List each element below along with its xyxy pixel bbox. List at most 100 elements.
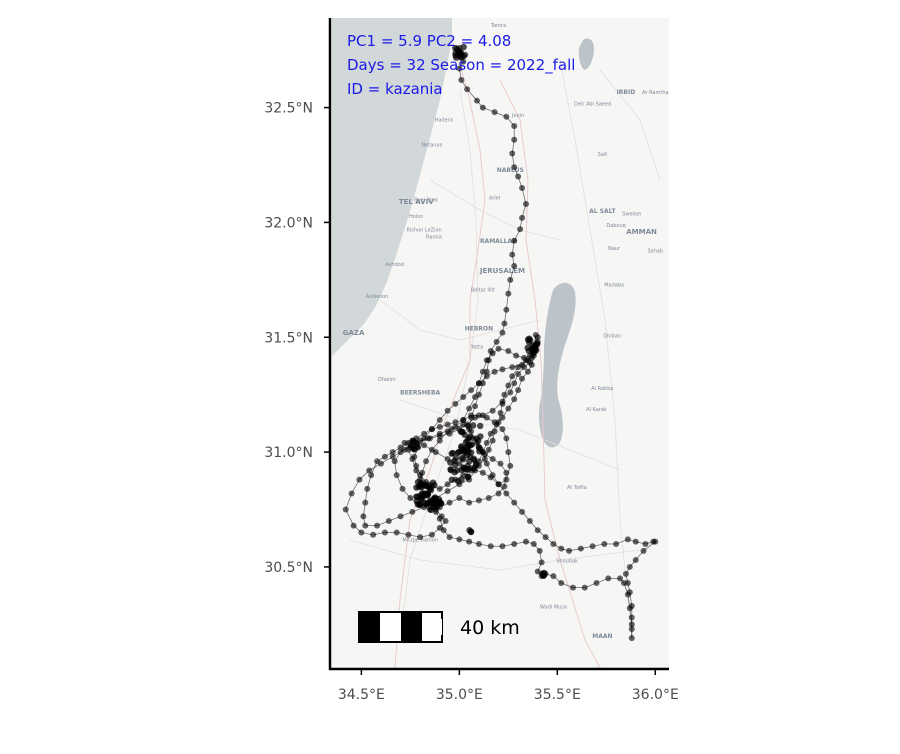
place-label: Mitzpe Ramon xyxy=(402,538,438,544)
x-axis-ticks: 34.5°E 35.0°E 35.5°E 36.0°E xyxy=(338,669,679,703)
scale-bar-segment-4 xyxy=(422,619,442,635)
axes: 30.5°N 31.0°N 31.5°N 32.0°N 32.5°N 34.5°E 35.… xyxy=(264,18,679,703)
track-point xyxy=(503,113,510,120)
track-point xyxy=(436,416,443,423)
track-point xyxy=(632,538,639,545)
track-point xyxy=(364,485,371,492)
place-label: Sahab xyxy=(647,248,663,254)
track-point xyxy=(495,481,502,488)
track-point xyxy=(519,508,526,515)
track-point xyxy=(452,400,459,407)
track-point xyxy=(374,522,381,529)
track-point xyxy=(495,345,502,352)
track-point xyxy=(628,621,635,628)
track-point xyxy=(503,469,510,476)
track-point xyxy=(460,393,467,400)
track-point xyxy=(511,380,518,387)
place-label: Al Karak xyxy=(586,407,607,413)
y-tick-label: 31.0°N xyxy=(264,445,313,461)
track-point-cluster xyxy=(447,466,454,473)
track-point xyxy=(468,387,475,394)
track-point-cluster xyxy=(452,454,460,462)
track-point-cluster xyxy=(533,340,540,348)
track-point xyxy=(624,591,631,598)
track-point xyxy=(499,400,506,407)
track-point xyxy=(466,499,473,506)
x-tick-label: 35.0°E xyxy=(436,687,483,703)
track-point xyxy=(499,329,506,336)
dead-sea xyxy=(538,282,576,448)
track-point xyxy=(550,540,557,547)
track-point xyxy=(473,97,480,104)
track-point xyxy=(601,540,608,547)
place-label: AMMAN xyxy=(626,228,657,236)
track-point xyxy=(413,467,420,474)
track-point xyxy=(358,529,365,536)
track-point-cluster xyxy=(477,422,484,430)
track-point xyxy=(577,545,584,552)
track-point xyxy=(505,290,512,297)
place-label: IRBID xyxy=(617,89,636,96)
track-point xyxy=(507,276,514,283)
track-point xyxy=(460,421,467,428)
track-point xyxy=(407,495,414,502)
track-point xyxy=(589,543,596,550)
track-point xyxy=(624,536,631,543)
place-label: At Tafila xyxy=(567,485,587,491)
track-point xyxy=(511,164,518,171)
track-point xyxy=(468,428,475,435)
x-tick-label: 36.0°E xyxy=(632,687,679,703)
track-point xyxy=(626,563,633,570)
sea-of-galilee xyxy=(578,38,594,70)
place-label: Salt xyxy=(598,152,608,158)
track-point xyxy=(479,368,486,375)
place-label: Deir Abi Saeed xyxy=(574,101,611,107)
y-axis-ticks: 30.5°N 31.0°N 31.5°N 32.0°N 32.5°N xyxy=(264,101,330,576)
track-point xyxy=(405,531,412,538)
track-point xyxy=(342,506,349,513)
annotation-pc-line: PC1 = 5.9 PC2 = 4.08 xyxy=(347,32,511,50)
track-point xyxy=(605,575,612,582)
x-tick-label: 34.5°E xyxy=(338,687,385,703)
place-label: Yatta xyxy=(470,345,483,351)
track-point xyxy=(522,201,529,208)
track-point xyxy=(613,540,620,547)
track-point xyxy=(509,364,516,371)
track-point xyxy=(511,540,518,547)
y-tick-label: 32.0°N xyxy=(264,215,313,231)
track-point-cluster xyxy=(433,503,441,510)
place-label: Shoubak xyxy=(556,558,578,564)
track-point xyxy=(475,540,482,547)
place-label: Rafah xyxy=(305,384,319,390)
track-point xyxy=(526,518,533,525)
place-label: Dhiban xyxy=(603,333,621,339)
track-point-cluster xyxy=(411,446,418,453)
track-point xyxy=(497,460,504,467)
track-point xyxy=(374,458,381,465)
track-point xyxy=(446,534,453,541)
place-label: Madaba xyxy=(604,283,624,289)
place-label: Rishon LeZion xyxy=(406,228,441,234)
track-point xyxy=(487,543,494,550)
track-point xyxy=(501,320,508,327)
track-point xyxy=(509,251,516,258)
track-point xyxy=(517,226,524,233)
track-point-cluster xyxy=(524,344,531,352)
track-point xyxy=(503,306,510,313)
scale-bar-segment-2 xyxy=(380,619,401,635)
track-point xyxy=(421,442,428,449)
track-point xyxy=(507,462,514,469)
track-point xyxy=(503,435,510,442)
track-point xyxy=(620,580,627,587)
track-point xyxy=(436,423,443,430)
track-point xyxy=(507,389,514,396)
track-point-cluster xyxy=(423,482,430,490)
annotation-days-line: Days = 32 Season = 2022_fall xyxy=(347,56,575,75)
track-point xyxy=(370,531,377,538)
track-point xyxy=(466,405,473,412)
track-point xyxy=(397,444,404,451)
track-point xyxy=(458,77,465,84)
track-point xyxy=(497,410,504,417)
